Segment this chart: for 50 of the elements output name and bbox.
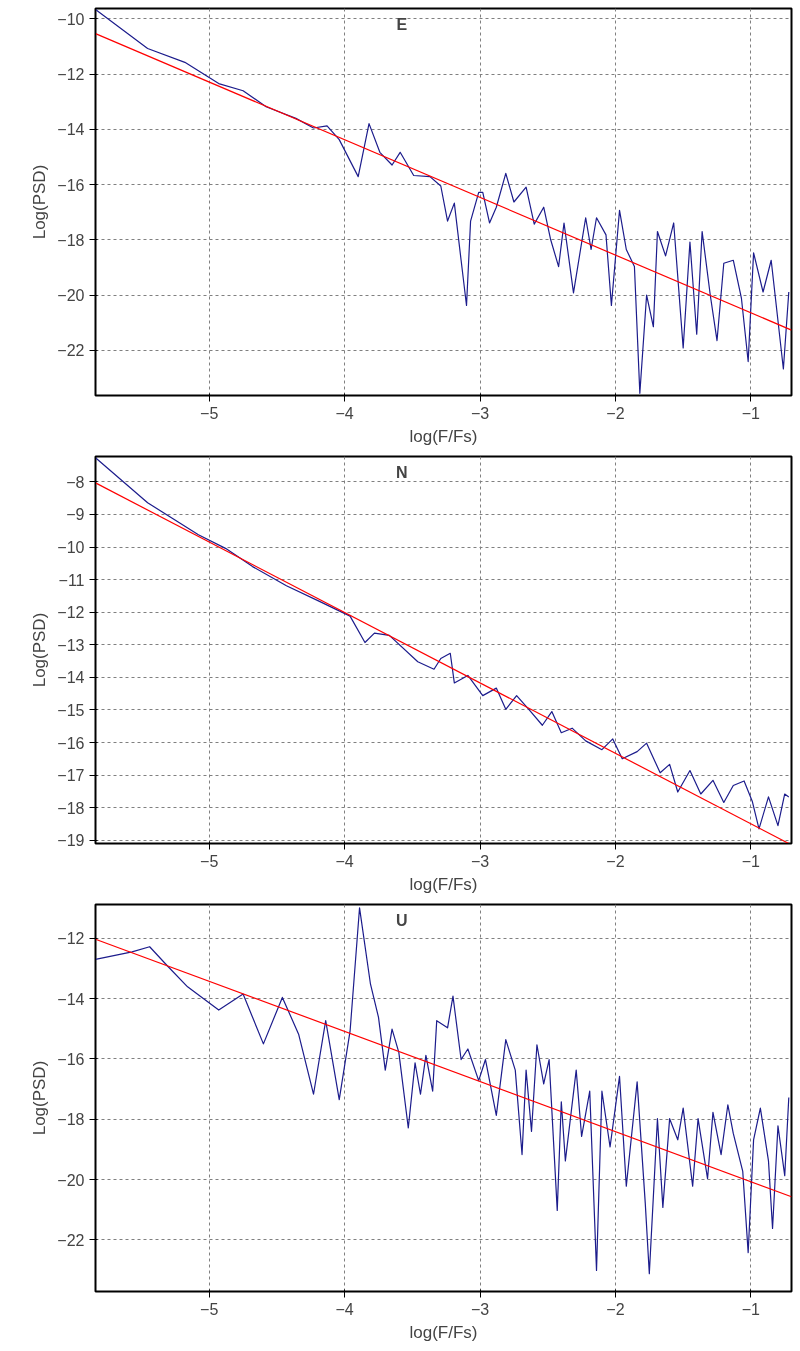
x-tick-label: −3	[470, 404, 490, 422]
y-tick-label: −14	[57, 669, 85, 687]
y-tick-label: −17	[57, 767, 85, 785]
y-tick-label: −18	[57, 231, 85, 249]
y-tick-label: −18	[57, 799, 85, 817]
x-tick-label: −3	[470, 1300, 490, 1318]
x-axis-title: log(F/Fs)	[409, 426, 478, 446]
x-tick-label: −1	[741, 1300, 761, 1318]
x-tick-label: −1	[741, 852, 761, 870]
y-tick-label: −22	[57, 1231, 85, 1249]
y-tick-label: −15	[57, 701, 85, 719]
text: U	[395, 912, 408, 930]
x-tick-label: −5	[200, 404, 219, 422]
y-tick-label: −19	[57, 832, 85, 850]
y-tick-label: −12	[57, 66, 85, 84]
y-tick-label: −14	[57, 990, 85, 1008]
x-axis-title: log(F/Fs)	[409, 1322, 478, 1342]
y-tick-label: −11	[58, 571, 85, 589]
y-tick-label: −10	[57, 10, 85, 28]
x-tick-label: −4	[335, 404, 354, 422]
x-tick-label: −1	[741, 404, 761, 422]
x-tick-label: −5	[200, 1300, 219, 1318]
y-tick-label: −16	[57, 176, 85, 194]
y-tick-label: −13	[57, 636, 85, 654]
y-tick-label: −20	[57, 1171, 85, 1189]
y-tick-label: −12	[57, 930, 85, 948]
y-tick-label: −16	[57, 1050, 85, 1068]
y-tick-label: −14	[57, 121, 85, 139]
y-tick-label: −12	[57, 604, 85, 622]
y-tick-label: −8	[66, 473, 85, 491]
x-tick-label: −4	[335, 1300, 354, 1318]
y-tick-label: −18	[57, 1111, 85, 1129]
y-axis-title: Log(PSD)	[30, 612, 50, 688]
x-tick-label: −3	[470, 852, 490, 870]
line-series	[95, 907, 790, 1275]
y-axis-title: Log(PSD)	[30, 164, 50, 240]
x-tick-label: −2	[606, 852, 625, 870]
x-tick-label: −4	[335, 852, 354, 870]
y-axis-title: Log(PSD)	[30, 1060, 50, 1136]
text: E	[396, 16, 408, 34]
y-tick-label: −9	[66, 506, 85, 524]
x-tick-label: −5	[200, 852, 219, 870]
y-tick-label: −16	[57, 734, 85, 752]
x-axis-title: log(F/Fs)	[409, 874, 478, 894]
y-tick-label: −20	[57, 287, 85, 305]
y-tick-label: −22	[57, 342, 85, 360]
y-tick-label: −10	[57, 539, 85, 557]
x-tick-label: −2	[606, 1300, 625, 1318]
x-tick-label: −2	[606, 404, 625, 422]
text: N	[395, 464, 408, 482]
